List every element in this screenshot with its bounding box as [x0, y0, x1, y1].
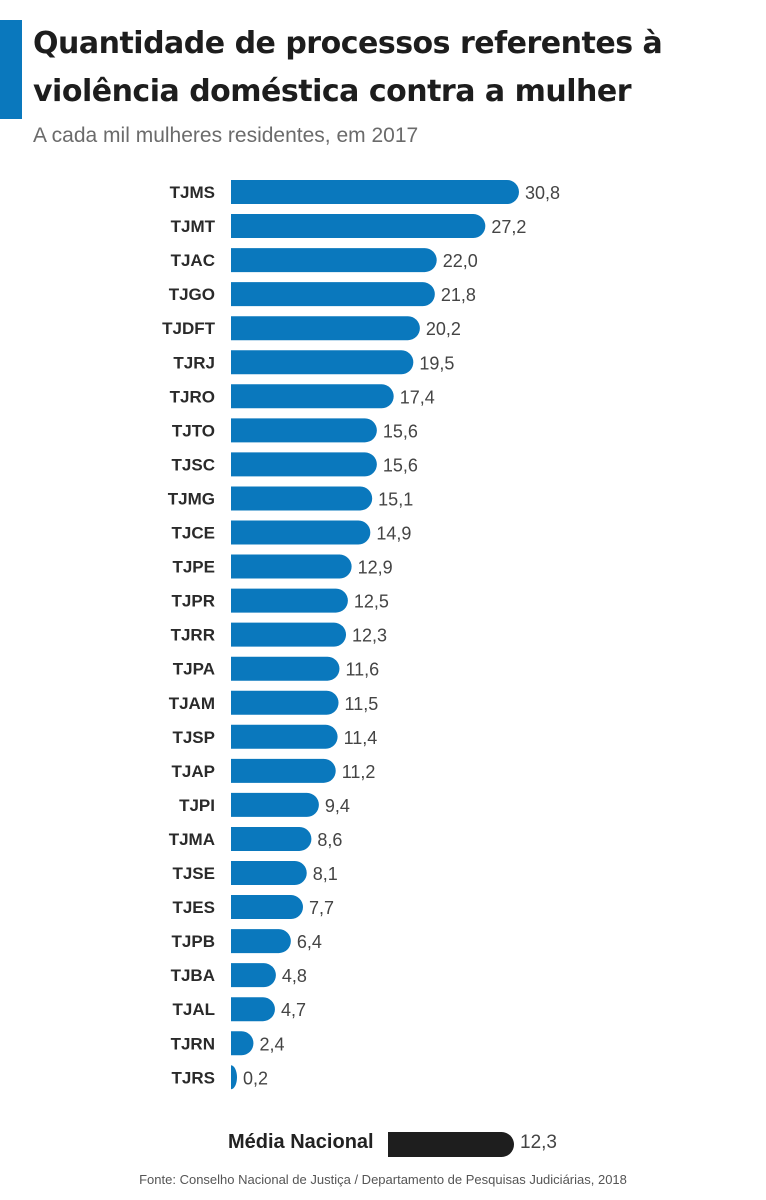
value-label: 4,7 [281, 1000, 306, 1020]
value-label: 4,8 [282, 966, 307, 986]
bar [231, 554, 352, 579]
value-label: 8,6 [317, 830, 342, 850]
value-label: 9,4 [325, 796, 350, 816]
bar [231, 350, 414, 375]
category-label: TJRR [171, 626, 215, 645]
category-label: TJMT [171, 217, 216, 236]
chart-subtitle: A cada mil mulheres residentes, em 2017 [33, 124, 419, 147]
bar [231, 895, 303, 920]
bar [231, 588, 348, 613]
bar [231, 418, 377, 443]
average-bar [388, 1132, 514, 1157]
bar [231, 214, 486, 239]
category-label: TJSC [172, 455, 215, 474]
value-label: 21,8 [441, 285, 476, 305]
category-label: TJMG [168, 489, 215, 508]
category-label: TJPR [172, 592, 215, 611]
bar [231, 1065, 237, 1090]
value-label: 11,5 [345, 694, 379, 714]
value-label: 15,1 [378, 489, 413, 509]
category-label: TJSP [172, 728, 215, 747]
bar [231, 384, 394, 409]
bar [231, 758, 336, 783]
category-label: TJGO [169, 285, 215, 304]
bar [231, 724, 338, 749]
category-label: TJPA [173, 660, 215, 679]
value-label: 2,4 [259, 1034, 284, 1054]
category-label: TJPB [172, 932, 215, 951]
bar [231, 963, 276, 988]
category-label: TJAC [171, 251, 215, 270]
category-label: TJES [172, 898, 215, 917]
value-label: 14,9 [376, 524, 411, 544]
bar [231, 1031, 254, 1056]
category-label: TJTO [172, 421, 215, 440]
value-label: 11,4 [344, 728, 378, 748]
category-label: TJCE [172, 524, 215, 543]
bar [231, 180, 519, 204]
bar [231, 861, 307, 885]
value-label: 11,2 [342, 762, 376, 782]
category-label: TJPE [172, 558, 215, 577]
bar [231, 248, 437, 273]
category-label: TJPI [179, 796, 215, 815]
value-label: 11,6 [345, 660, 379, 680]
value-label: 8,1 [313, 864, 338, 884]
bar-chart: TJMS 30,8 TJMT 27,2 TJAC 22,0 TJGO 21,8 TJDFT 20,… [162, 180, 560, 1090]
category-label: TJRJ [173, 353, 215, 372]
value-label: 19,5 [419, 353, 454, 373]
value-label: 17,4 [400, 387, 435, 407]
bar [231, 622, 347, 647]
average-label: Média Nacional [228, 1131, 374, 1153]
bar [231, 520, 371, 545]
bar [231, 792, 319, 817]
value-label: 6,4 [297, 932, 322, 952]
category-label: TJBA [171, 966, 215, 985]
source-note: Fonte: Conselho Nacional de Justiça / De… [139, 1172, 627, 1187]
value-label: 20,2 [426, 319, 461, 339]
bar [231, 826, 312, 851]
category-label: TJAM [169, 694, 215, 713]
value-label: 22,0 [443, 251, 478, 271]
bar [231, 452, 377, 477]
title-accent-bar [0, 20, 22, 119]
category-label: TJMA [169, 830, 215, 849]
chart-title: Quantidade de processos referentes à vio… [33, 26, 663, 109]
value-label: 12,3 [352, 626, 387, 646]
category-label: TJMS [170, 183, 215, 202]
category-label: TJDFT [162, 319, 216, 338]
value-label: 27,2 [491, 217, 526, 237]
bar [231, 486, 373, 511]
category-label: TJAP [172, 762, 215, 781]
category-label: TJRN [171, 1034, 215, 1053]
bar [231, 997, 275, 1022]
value-label: 15,6 [383, 421, 418, 441]
category-label: TJRO [170, 387, 215, 406]
bar [231, 282, 435, 307]
category-label: TJAL [173, 1000, 216, 1019]
value-label: 12,5 [354, 592, 389, 612]
value-label: 0,2 [243, 1068, 268, 1088]
bar [231, 929, 291, 954]
value-label: 15,6 [383, 455, 418, 475]
category-label: TJRS [172, 1068, 215, 1087]
value-label: 30,8 [525, 183, 560, 203]
average-value-label: 12,3 [520, 1132, 557, 1153]
category-label: TJSE [172, 864, 215, 883]
value-label: 7,7 [309, 898, 334, 918]
bar [231, 316, 420, 341]
bar [231, 690, 339, 715]
bar [231, 656, 340, 681]
value-label: 12,9 [358, 558, 393, 578]
